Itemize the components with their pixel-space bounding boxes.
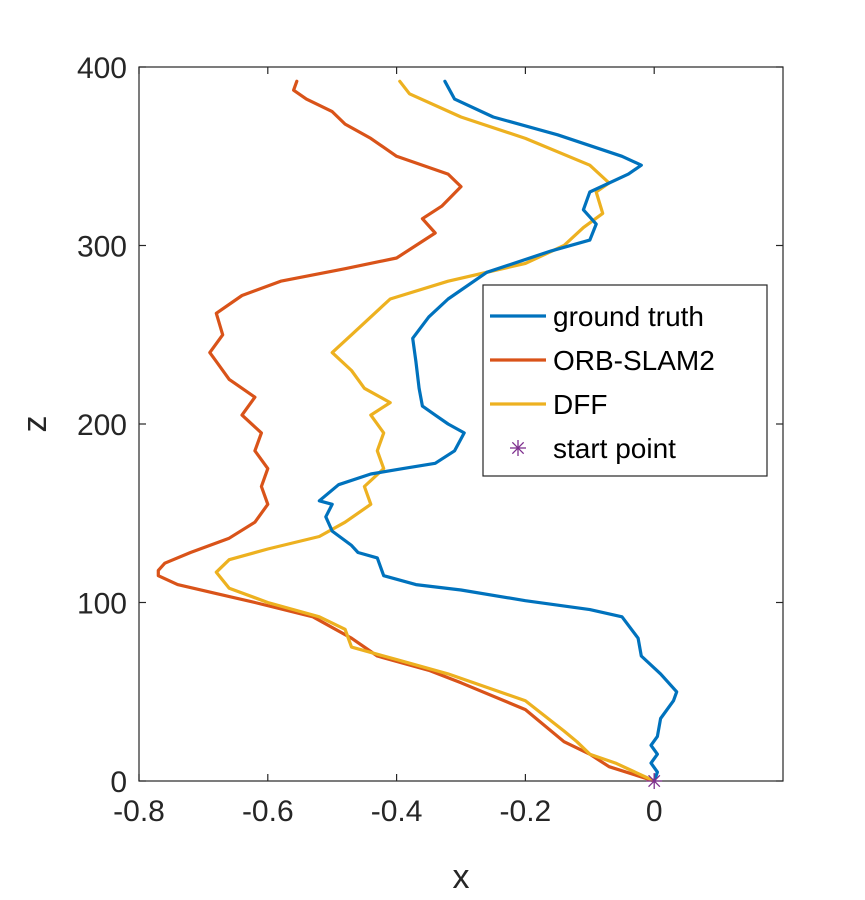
y-tick-label: 100: [77, 588, 127, 621]
y-tick-label: 300: [77, 231, 127, 264]
x-axis-label: x: [453, 858, 470, 896]
y-tick-label: 400: [77, 52, 127, 85]
legend-item: start point: [510, 433, 676, 464]
y-axis-label: z: [16, 416, 54, 433]
legend-item: ORB-SLAM2: [490, 345, 715, 376]
legend: ground truth ORB-SLAM2 DFF start point: [482, 284, 768, 477]
series-line-dff: [214, 79, 656, 783]
x-tick-label: -0.2: [500, 795, 552, 828]
x-tick-label: -0.4: [371, 795, 423, 828]
series-layer: [156, 79, 679, 789]
x-tick-label: -0.8: [113, 795, 165, 828]
legend-item: ground truth: [490, 301, 704, 332]
x-tick-label: -0.6: [242, 795, 294, 828]
x-tick-label: 0: [646, 795, 663, 828]
legend-label: ORB-SLAM2: [553, 345, 715, 376]
y-tick-label: 200: [77, 409, 127, 442]
y-tick-label: 0: [110, 766, 127, 799]
series-line-ground-truth: [317, 79, 679, 783]
legend-label: ground truth: [553, 301, 704, 332]
axis-ticks: -0.8 -0.6 -0.4 -0.2 0 0 100 200 300 400: [77, 52, 783, 828]
legend-label: DFF: [553, 389, 607, 420]
legend-label: start point: [553, 433, 676, 464]
series-line-orb-slam2: [156, 79, 656, 783]
legend-marker: [510, 440, 526, 456]
start-point-marker: [646, 773, 663, 789]
legend-item: DFF: [490, 389, 607, 420]
